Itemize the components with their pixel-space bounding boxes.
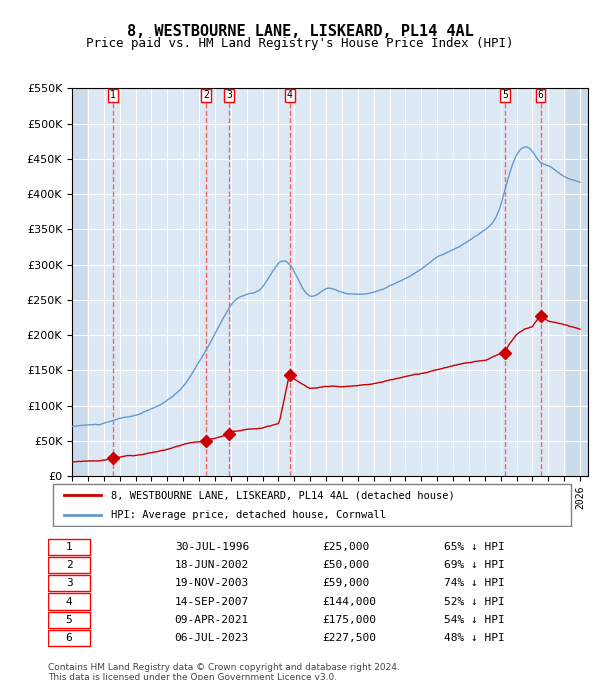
Text: £59,000: £59,000 [323,578,370,588]
Text: £50,000: £50,000 [323,560,370,570]
Text: £144,000: £144,000 [323,596,377,607]
Text: 06-JUL-2023: 06-JUL-2023 [175,633,249,643]
FancyBboxPatch shape [53,483,571,526]
Text: 52% ↓ HPI: 52% ↓ HPI [444,596,505,607]
Text: 18-JUN-2002: 18-JUN-2002 [175,560,249,570]
Text: 54% ↓ HPI: 54% ↓ HPI [444,615,505,625]
Text: 3: 3 [226,90,232,101]
Text: 3: 3 [66,578,73,588]
FancyBboxPatch shape [48,575,90,592]
Text: 8, WESTBOURNE LANE, LISKEARD, PL14 4AL: 8, WESTBOURNE LANE, LISKEARD, PL14 4AL [127,24,473,39]
Text: 65% ↓ HPI: 65% ↓ HPI [444,541,505,551]
Text: 6: 6 [538,90,544,101]
Text: 5: 5 [502,90,508,101]
Text: 09-APR-2021: 09-APR-2021 [175,615,249,625]
Text: 14-SEP-2007: 14-SEP-2007 [175,596,249,607]
Text: 19-NOV-2003: 19-NOV-2003 [175,578,249,588]
FancyBboxPatch shape [48,594,90,609]
FancyBboxPatch shape [48,557,90,573]
Text: £227,500: £227,500 [323,633,377,643]
Text: 1: 1 [66,541,73,551]
Text: 30-JUL-1996: 30-JUL-1996 [175,541,249,551]
Text: 6: 6 [66,633,73,643]
Text: 1: 1 [110,90,116,101]
Text: 8, WESTBOURNE LANE, LISKEARD, PL14 4AL (detached house): 8, WESTBOURNE LANE, LISKEARD, PL14 4AL (… [112,490,455,500]
Text: Contains HM Land Registry data © Crown copyright and database right 2024.: Contains HM Land Registry data © Crown c… [48,663,400,672]
Text: Price paid vs. HM Land Registry's House Price Index (HPI): Price paid vs. HM Land Registry's House … [86,37,514,50]
Text: 2: 2 [66,560,73,570]
Text: £175,000: £175,000 [323,615,377,625]
FancyBboxPatch shape [48,539,90,555]
Text: 69% ↓ HPI: 69% ↓ HPI [444,560,505,570]
Text: 74% ↓ HPI: 74% ↓ HPI [444,578,505,588]
Text: 4: 4 [287,90,293,101]
Text: This data is licensed under the Open Government Licence v3.0.: This data is licensed under the Open Gov… [48,673,337,680]
Text: HPI: Average price, detached house, Cornwall: HPI: Average price, detached house, Corn… [112,509,386,520]
Text: 48% ↓ HPI: 48% ↓ HPI [444,633,505,643]
FancyBboxPatch shape [48,630,90,646]
Text: £25,000: £25,000 [323,541,370,551]
Text: 2: 2 [203,90,209,101]
Text: 5: 5 [66,615,73,625]
Text: 4: 4 [66,596,73,607]
FancyBboxPatch shape [48,612,90,628]
